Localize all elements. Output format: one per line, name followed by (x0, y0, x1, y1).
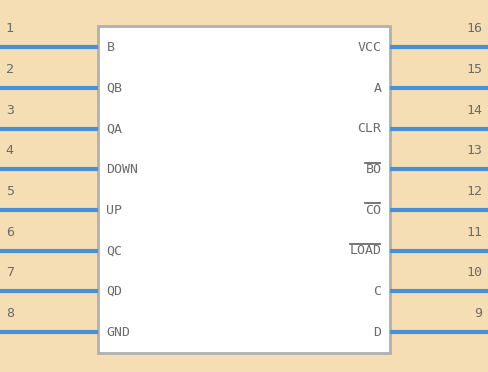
Text: 10: 10 (466, 266, 482, 279)
Text: 8: 8 (6, 307, 14, 320)
Text: 14: 14 (466, 104, 482, 117)
Text: 13: 13 (466, 144, 482, 157)
Text: UP: UP (106, 203, 122, 217)
Text: 6: 6 (6, 226, 14, 239)
Text: 4: 4 (6, 144, 14, 157)
Text: QB: QB (106, 81, 122, 94)
Text: 15: 15 (466, 63, 482, 76)
Text: DOWN: DOWN (106, 163, 139, 176)
Text: 2: 2 (6, 63, 14, 76)
Text: QC: QC (106, 244, 122, 257)
Text: CO: CO (366, 203, 382, 217)
Text: 3: 3 (6, 104, 14, 117)
Text: B: B (106, 41, 114, 54)
Text: QD: QD (106, 285, 122, 298)
Text: GND: GND (106, 326, 130, 339)
Text: A: A (374, 81, 382, 94)
Text: BO: BO (366, 163, 382, 176)
Text: D: D (374, 326, 382, 339)
Text: CLR: CLR (358, 122, 382, 135)
Text: VCC: VCC (358, 41, 382, 54)
Text: 5: 5 (6, 185, 14, 198)
Text: 9: 9 (474, 307, 482, 320)
Text: 12: 12 (466, 185, 482, 198)
Text: QA: QA (106, 122, 122, 135)
Text: C: C (374, 285, 382, 298)
Bar (98, 26, 390, 353)
Text: 7: 7 (6, 266, 14, 279)
Text: 16: 16 (466, 22, 482, 35)
Text: 1: 1 (6, 22, 14, 35)
Text: 11: 11 (466, 226, 482, 239)
Text: LOAD: LOAD (349, 244, 382, 257)
